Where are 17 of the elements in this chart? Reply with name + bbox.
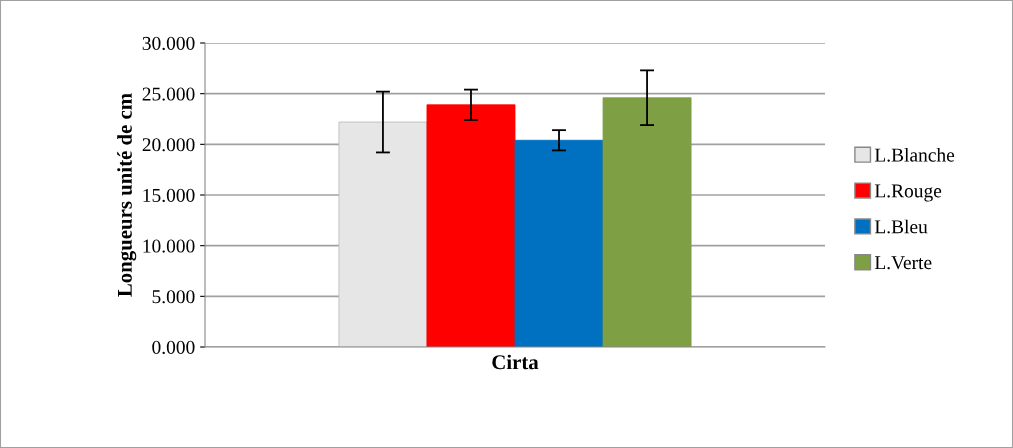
legend-label: L.Rouge	[874, 184, 942, 202]
y-tick-label: 10.000	[143, 239, 195, 253]
y-tick-label: 15.000	[143, 188, 195, 203]
y-tick-label: 5.000	[152, 290, 195, 304]
bar	[426, 104, 516, 347]
bar	[338, 121, 428, 347]
x-axis-title: Cirta	[492, 354, 539, 370]
y-tick-label: 0.000	[152, 340, 195, 355]
legend-label: L.Verte	[874, 256, 932, 270]
y-axis-title: Longueurs unité de cm	[117, 93, 137, 297]
bar	[602, 97, 692, 347]
y-tick-label: 20.000	[142, 138, 195, 152]
y-tick-label: 25.000	[142, 87, 195, 101]
bar	[514, 139, 604, 347]
legend-label: L.Bleu	[874, 219, 928, 234]
y-tick-label: 30.000	[142, 36, 195, 51]
legend-label: L.Blanche	[874, 147, 955, 162]
